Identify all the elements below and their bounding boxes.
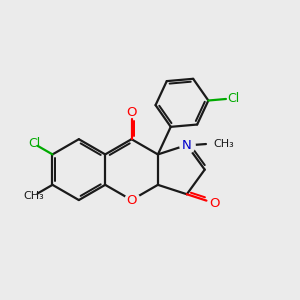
Text: O: O [126, 106, 137, 119]
Text: Cl: Cl [28, 136, 40, 150]
Text: Cl: Cl [228, 92, 240, 105]
Text: N: N [182, 139, 192, 152]
Text: O: O [210, 197, 220, 210]
Text: CH₃: CH₃ [213, 139, 234, 149]
Text: O: O [126, 194, 137, 207]
Text: CH₃: CH₃ [23, 191, 44, 201]
